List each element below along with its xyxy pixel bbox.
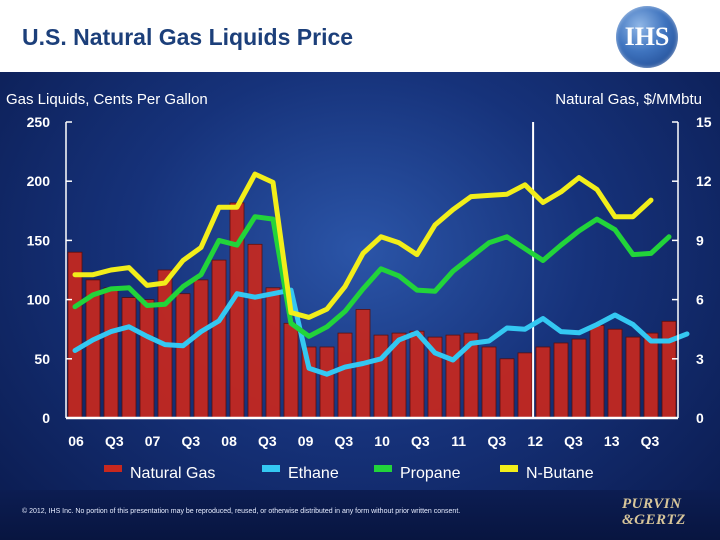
left-tick-label: 150 [27, 232, 51, 248]
right-tick-label: 9 [696, 232, 704, 248]
ihs-logo: IHS [616, 6, 678, 68]
left-tick-label: 100 [27, 292, 51, 308]
x-tick-label: Q3 [105, 433, 124, 449]
natural-gas-bar [625, 336, 641, 419]
x-tick-label: Q3 [564, 433, 583, 449]
right-tick-label: 15 [696, 114, 712, 130]
natural-gas-bar [553, 342, 569, 419]
natural-gas-bar [283, 322, 299, 419]
x-tick-label: 12 [527, 433, 543, 449]
natural-gas-bar [211, 259, 227, 419]
natural-gas-bar [373, 334, 389, 419]
left-tick-label: 200 [27, 173, 51, 189]
chart-background [0, 72, 720, 540]
natural-gas-bar [589, 324, 605, 419]
legend-natural-gas-label: Natural Gas [130, 465, 215, 482]
natural-gas-bar [103, 287, 119, 419]
legend-propane-swatch [374, 465, 392, 472]
right-tick-label: 12 [696, 173, 712, 189]
x-tick-label: Q3 [258, 433, 277, 449]
right-tick-label: 3 [696, 351, 704, 367]
natural-gas-bar [175, 293, 191, 419]
natural-gas-bar [643, 332, 659, 419]
propane-line [72, 214, 672, 339]
x-tick-label: 13 [604, 433, 620, 449]
natural-gas-bar [337, 332, 353, 419]
x-tick-label: Q3 [181, 433, 200, 449]
natural-gas-bar [247, 243, 263, 419]
natural-gas-bar [607, 328, 623, 419]
slide-title: U.S. Natural Gas Liquids Price [22, 24, 354, 50]
natural-gas-bar [499, 358, 515, 419]
natural-gas-bar [265, 287, 281, 419]
purvin-gertz-logo-line1: PURVIN [622, 496, 682, 512]
x-tick-label: Q3 [335, 433, 354, 449]
left-tick-label: 0 [42, 410, 50, 426]
legend-n-butane-swatch [500, 465, 518, 472]
natural-gas-bar [193, 279, 209, 419]
x-tick-label: 10 [374, 433, 390, 449]
n-butane-line [72, 171, 654, 320]
legend-natural-gas-swatch [104, 465, 122, 472]
slide-footer [0, 490, 720, 540]
right-tick-label: 6 [696, 292, 704, 308]
natural-gas-bar [409, 330, 425, 419]
right-axis-title: Natural Gas, $/MMbtu [555, 91, 702, 108]
natural-gas-bar [517, 352, 533, 419]
x-tick-label: 11 [451, 433, 466, 449]
left-tick-label: 250 [27, 114, 51, 130]
legend-n-butane-label: N-Butane [526, 465, 594, 482]
x-tick-label: Q3 [411, 433, 430, 449]
slide-header: U.S. Natural Gas Liquids Price IHS [0, 0, 720, 72]
natural-gas-bar [139, 299, 155, 419]
x-tick-label: 09 [298, 433, 314, 449]
ethane-line [72, 287, 690, 377]
x-tick-label: 06 [68, 433, 84, 449]
natural-gas-bar [661, 320, 677, 419]
x-tick-label: 07 [145, 433, 161, 449]
x-tick-label: 08 [221, 433, 237, 449]
legend-ethane-label: Ethane [288, 465, 339, 482]
purvin-gertz-logo-line2: &GERTZ [622, 512, 686, 528]
x-tick-label: Q3 [641, 433, 660, 449]
natural-gas-bar [121, 297, 137, 419]
natural-gas-bar [445, 334, 461, 419]
natural-gas-bar [319, 346, 335, 419]
left-axis-title: Gas Liquids, Cents Per Gallon [6, 91, 208, 108]
legend-ethane-swatch [262, 465, 280, 472]
left-tick-label: 50 [34, 351, 50, 367]
natural-gas-bar [535, 346, 551, 419]
right-tick-label: 0 [696, 410, 704, 426]
copyright-notice: © 2012, IHS Inc. No portion of this pres… [22, 508, 461, 515]
x-tick-label: Q3 [488, 433, 507, 449]
natural-gas-bar [571, 338, 587, 419]
natural-gas-bar [481, 346, 497, 419]
legend-propane-label: Propane [400, 465, 461, 482]
purvin-gertz-logo: PURVIN &GERTZ [612, 494, 707, 536]
ihs-logo-text: IHS [624, 22, 670, 51]
